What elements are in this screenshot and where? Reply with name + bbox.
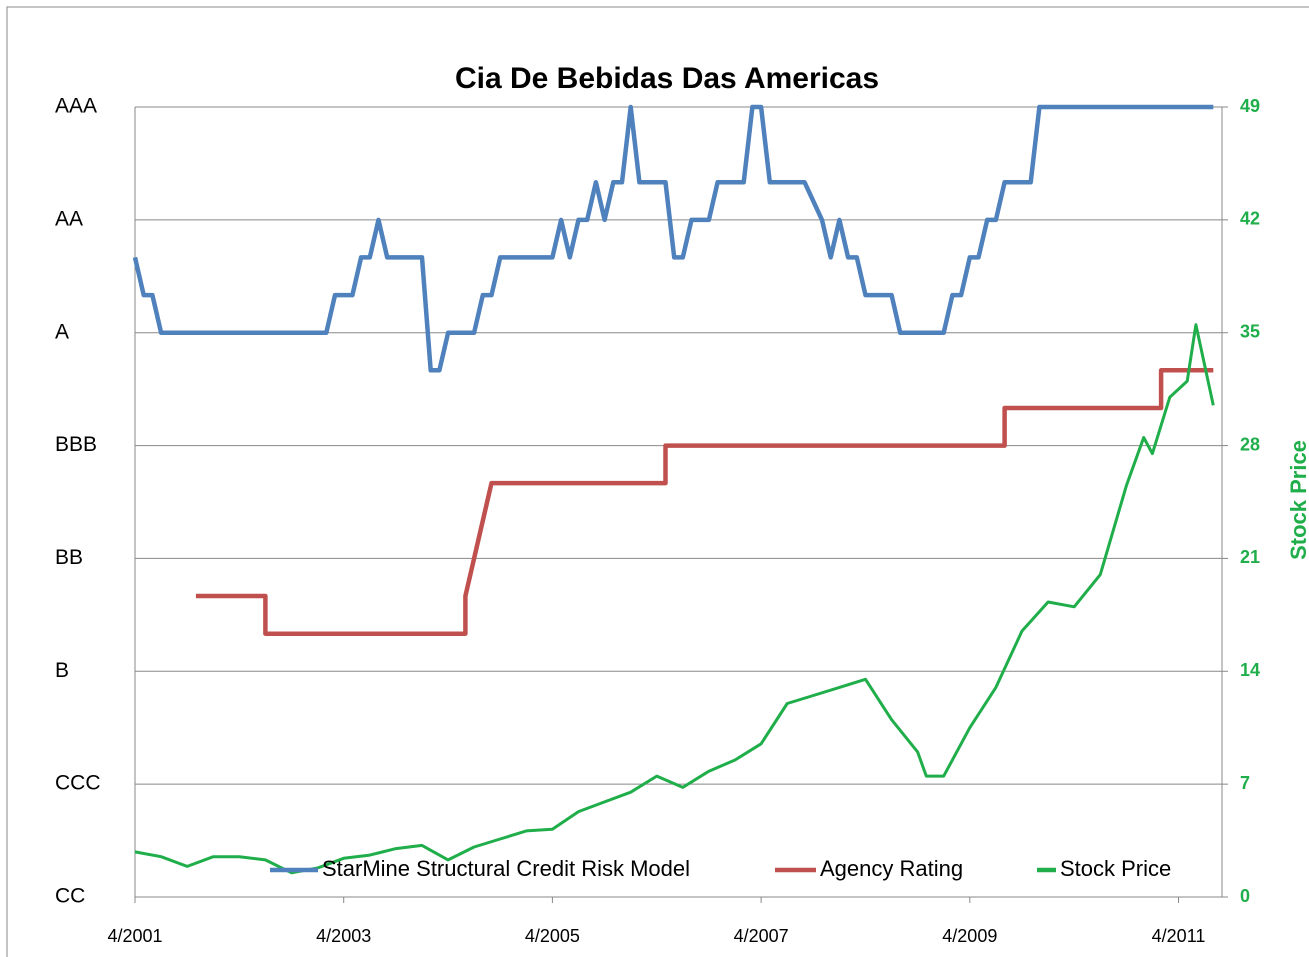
- y2-tick-label: 35: [1240, 321, 1260, 341]
- y2-tick-label: 28: [1240, 434, 1260, 454]
- y2-tick-label: 7: [1240, 773, 1250, 793]
- x-tick-label: 4/2003: [316, 926, 371, 946]
- y2-tick-label: 14: [1240, 660, 1260, 680]
- y-tick-label: BBB: [55, 433, 97, 456]
- y-tick-label: B: [55, 659, 69, 682]
- y2-axis-label: Stock Price: [1286, 440, 1309, 560]
- y-tick-label: BB: [55, 546, 83, 569]
- legend-label: Agency Rating: [820, 856, 963, 881]
- y2-tick-label: 21: [1240, 547, 1260, 567]
- chart-title: Cia De Bebidas Das Americas: [455, 62, 879, 95]
- y-tick-label: CCC: [55, 772, 101, 795]
- x-tick-label: 4/2009: [942, 926, 997, 946]
- series-line: [195, 368, 1214, 636]
- y-tick-label: CC: [55, 885, 85, 908]
- series-line: [134, 323, 1215, 875]
- y2-tick-label: 0: [1240, 886, 1250, 906]
- y-tick-label: AAA: [55, 95, 97, 118]
- x-tick-label: 4/2001: [107, 926, 162, 946]
- legend-label: StarMine Structural Credit Risk Model: [322, 856, 690, 881]
- y2-tick-label: 42: [1240, 209, 1260, 229]
- y-tick-label: AA: [55, 207, 83, 230]
- y-tick-label: A: [55, 320, 69, 343]
- legend-label: Stock Price: [1060, 856, 1171, 881]
- series-line: [132, 104, 1214, 373]
- x-tick-label: 4/2007: [734, 926, 789, 946]
- y2-tick-label: 49: [1240, 96, 1260, 116]
- x-tick-label: 4/2011: [1152, 926, 1206, 946]
- x-tick-label: 4/2005: [525, 926, 580, 946]
